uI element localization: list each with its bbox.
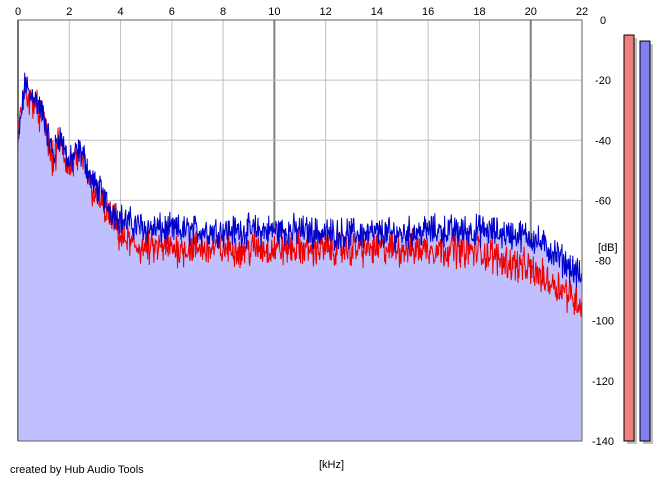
y-axis-label: [dB]: [598, 242, 618, 254]
y-tick-label: -40: [595, 135, 611, 147]
series-line-blue: [17, 72, 583, 288]
y-tick-labels: 0 -20 -40 -60 -80 -100 -120 -140: [592, 15, 614, 448]
meter-bar: [623, 34, 635, 442]
series-line-red: [17, 77, 583, 318]
x-tick-label: 6: [169, 6, 175, 18]
y-tick-label: -80: [595, 256, 611, 268]
x-tick-label: 18: [473, 6, 485, 18]
x-tick-label: 12: [320, 6, 332, 18]
y-tick-label: -20: [595, 75, 611, 87]
x-tick-label: 8: [220, 6, 226, 18]
x-tick-label: 10: [268, 6, 280, 18]
x-tick-label: 16: [422, 6, 434, 18]
y-tick-label: -60: [595, 195, 611, 207]
series-lines: [17, 72, 583, 318]
y-tick-label: 0: [600, 15, 606, 27]
x-tick-label: 20: [525, 6, 537, 18]
y-tick-label: -100: [592, 316, 614, 328]
plot-frame: [17, 19, 583, 442]
x-tick-label: 0: [15, 6, 21, 18]
x-axis-label: [kHz]: [319, 459, 344, 471]
level-meters: [623, 34, 653, 445]
meter-bar: [639, 40, 651, 442]
y-tick-label: -120: [592, 376, 614, 388]
x-tick-label: 14: [371, 6, 383, 18]
credit-text: created by Hub Audio Tools: [10, 464, 144, 476]
x-tick-label: 22: [576, 6, 588, 18]
x-tick-labels-top: 0 2 4 6 8 10 12 14 16 18 20 22: [15, 6, 588, 18]
x-tick-label: 2: [66, 6, 72, 18]
x-tick-label: 4: [117, 6, 123, 18]
y-tick-label: -140: [592, 436, 614, 448]
